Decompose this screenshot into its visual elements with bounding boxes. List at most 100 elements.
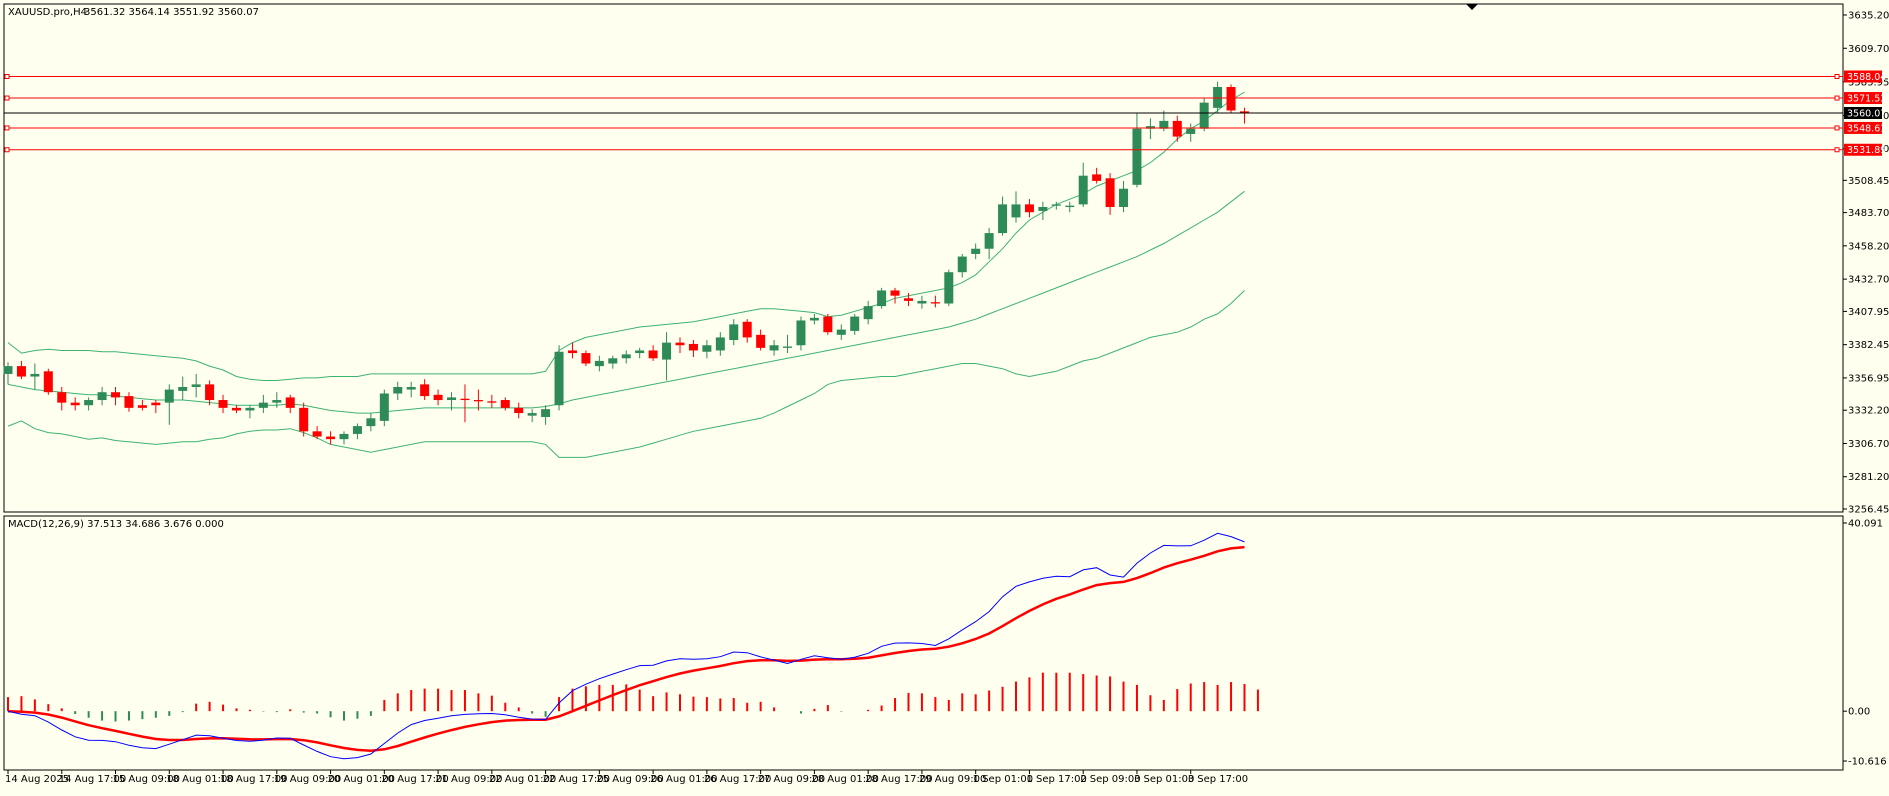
candle-body (473, 400, 483, 402)
candle (3, 362, 13, 385)
candle-body (352, 426, 362, 434)
time-tick-label: 18 Aug 01:00 (166, 774, 233, 785)
candle-body (1092, 174, 1102, 181)
time-tick-label: 20 Aug 17:00 (381, 774, 448, 785)
candle (836, 324, 846, 341)
time-tick-label: 26 Aug 01:00 (650, 774, 717, 785)
current-price-tag (1844, 106, 1882, 119)
level-price-tag-label: 3548.61 (1847, 123, 1886, 134)
time-tick-label: 14 Aug 17:00 (59, 774, 126, 785)
candle (783, 334, 793, 354)
time-tick-label: 21 Aug 09:00 (435, 774, 502, 785)
candle-body (1186, 128, 1196, 134)
candle (1105, 173, 1115, 215)
horizontal-levels[interactable] (4, 74, 1843, 153)
macd-signal-line (7, 545, 1245, 752)
level-handle-left (4, 147, 10, 153)
candle-body (245, 407, 255, 411)
level-handle-left (4, 95, 10, 101)
candle-body (984, 233, 994, 249)
shift-marker-icon[interactable] (1466, 4, 1478, 10)
candle-body (971, 248, 981, 254)
candle (742, 319, 752, 343)
candle-body (621, 354, 631, 359)
candle-body (917, 300, 927, 304)
candle (594, 355, 604, 372)
time-tick-label: 3 Sep 01:00 (1134, 774, 1194, 785)
price-tick-label: 3382.45 (1848, 340, 1889, 351)
candle-body (1119, 188, 1129, 207)
candle-body (877, 290, 887, 307)
candle (756, 329, 766, 351)
macd-panel[interactable]: MACD(12,26,9) 37.513 34.686 3.676 0.000 (3, 515, 1844, 771)
candle (1199, 97, 1209, 132)
candle-body (420, 384, 430, 397)
candle (675, 337, 685, 354)
candle-body (1145, 126, 1155, 129)
time-tick-label: 29 Aug 09:00 (919, 774, 986, 785)
candle (581, 350, 591, 367)
candle-body (1051, 204, 1061, 206)
candle-body (567, 350, 577, 354)
candle (231, 405, 241, 414)
level-price-tag (1844, 143, 1882, 156)
candle (43, 368, 53, 395)
candle-body (594, 360, 604, 367)
candle (218, 394, 228, 414)
candle-body (796, 320, 806, 346)
candle (1051, 201, 1061, 210)
candle (729, 319, 739, 346)
price-tick-label: 3483.70 (1848, 208, 1889, 219)
time-tick-label: 18 Aug 17:00 (220, 774, 287, 785)
candle (1186, 123, 1196, 142)
candle (487, 394, 497, 408)
candle (124, 392, 134, 412)
candle (285, 394, 295, 414)
candle-body (823, 316, 833, 333)
bollinger-bands (7, 91, 1245, 458)
candle (796, 316, 806, 351)
candle-body (299, 407, 309, 432)
macd-panel-frame (3, 515, 1844, 771)
candle-body (1065, 205, 1075, 207)
time-tick-label: 22 Aug 17:00 (543, 774, 610, 785)
price-tick-label: 3635.20 (1848, 11, 1889, 22)
candle-body (944, 272, 954, 304)
candle-body (1024, 204, 1034, 213)
candle (137, 400, 147, 411)
candle-body (97, 392, 107, 401)
candle-body (1078, 175, 1088, 205)
time-tick-label: 14 Aug 2025 (5, 774, 69, 785)
candle-body (70, 402, 80, 406)
candle (447, 392, 457, 411)
candle-body (205, 384, 215, 401)
candle (111, 386, 121, 406)
candle-body (1213, 86, 1223, 108)
level-handle-right (1834, 74, 1840, 80)
level-price-tag-label: 3588.04 (1847, 72, 1886, 83)
candle (823, 313, 833, 335)
price-tick-label: 3306.70 (1848, 439, 1889, 450)
candle-body (43, 371, 53, 393)
time-tick-label: 19 Aug 09:00 (274, 774, 341, 785)
candle (809, 313, 819, 325)
price-tick-label: 3332.20 (1848, 406, 1889, 417)
price-axis: 3635.203609.703583.953558.203532.703508.… (1843, 11, 1889, 516)
price-panel[interactable]: XAUUSD.pro,H4 3561.32 3564.14 3551.92 35… (3, 3, 1844, 513)
candle-body (231, 407, 241, 411)
current-price-tag-label: 3560.07 (1847, 108, 1886, 119)
level-price-tag (1844, 70, 1882, 83)
candle-body (218, 400, 228, 408)
candle-body (527, 413, 537, 416)
candle-body (1105, 178, 1115, 207)
candle (299, 402, 309, 437)
macd-axis: 40.091 0.00 -10.616 (1843, 519, 1887, 768)
bollinger-middle-line (7, 190, 1245, 414)
candle (514, 402, 524, 419)
candle-body (729, 324, 739, 341)
time-tick-label: 28 Aug 01:00 (811, 774, 878, 785)
candle (648, 345, 658, 361)
